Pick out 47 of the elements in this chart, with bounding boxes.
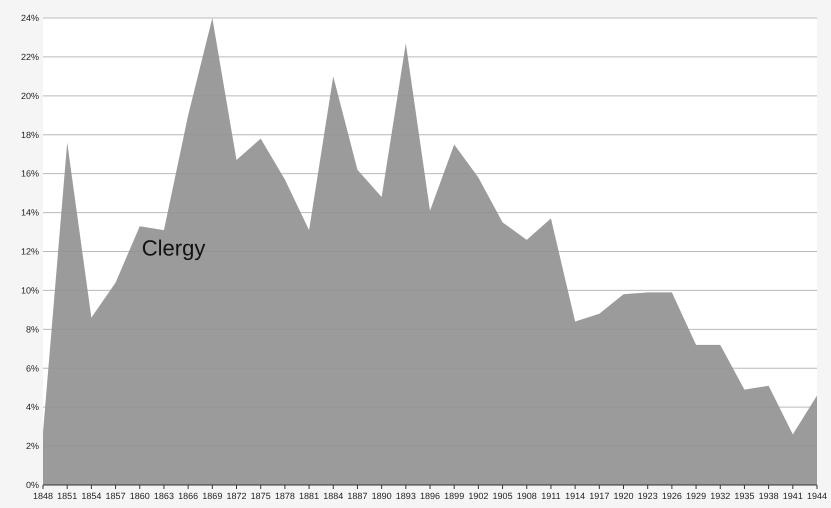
y-tick-label: 20% bbox=[20, 90, 39, 101]
x-tick-label: 1854 bbox=[81, 491, 102, 501]
y-tick-label: 2% bbox=[26, 441, 39, 452]
x-tick-label: 1932 bbox=[710, 491, 730, 501]
x-tick-label: 1863 bbox=[154, 491, 174, 501]
x-tick-label: 1869 bbox=[202, 491, 222, 501]
x-tick-label: 1923 bbox=[638, 491, 658, 501]
x-tick-label: 1941 bbox=[782, 491, 803, 501]
x-tick-label: 1857 bbox=[106, 491, 126, 501]
y-tick-label: 22% bbox=[20, 52, 39, 62]
x-tick-label: 1914 bbox=[565, 491, 586, 501]
x-tick-label: 1884 bbox=[323, 491, 344, 501]
y-tick-label: 4% bbox=[26, 402, 39, 412]
y-tick-label: 18% bbox=[20, 130, 39, 140]
x-tick-label: 1908 bbox=[516, 491, 537, 501]
x-tick-label: 1935 bbox=[734, 491, 754, 501]
x-tick-label: 1902 bbox=[468, 491, 488, 501]
x-tick-label: 1893 bbox=[396, 491, 416, 501]
x-tick-label: 1848 bbox=[32, 491, 54, 501]
x-tick-label: 1881 bbox=[299, 491, 320, 501]
x-tick-label: 1866 bbox=[178, 491, 198, 501]
y-tick-label: 24% bbox=[20, 13, 39, 23]
x-tick-label: 1944 bbox=[806, 491, 828, 501]
y-tick-label: 8% bbox=[26, 324, 39, 334]
series-label: Clergy bbox=[142, 236, 206, 260]
x-tick-label: 1878 bbox=[274, 491, 295, 501]
x-tick-label: 1929 bbox=[686, 491, 706, 501]
y-tick-label: 14% bbox=[20, 208, 39, 218]
y-tick-label: 0% bbox=[26, 480, 39, 490]
x-tick-label: 1926 bbox=[662, 491, 682, 501]
x-tick-label: 1875 bbox=[250, 491, 271, 501]
x-tick-label: 1851 bbox=[57, 491, 78, 501]
x-tick-label: 1920 bbox=[613, 491, 634, 501]
y-tick-label: 12% bbox=[20, 246, 39, 256]
x-tick-label: 1896 bbox=[420, 491, 440, 501]
x-tick-label: 1860 bbox=[130, 491, 150, 501]
y-tick-label: 16% bbox=[20, 168, 39, 179]
x-tick-label: 1905 bbox=[492, 491, 513, 501]
x-tick-label: 1938 bbox=[758, 491, 779, 501]
x-tick-label: 1899 bbox=[444, 491, 464, 501]
x-tick-label: 1872 bbox=[226, 491, 247, 501]
x-tick-label: 1911 bbox=[541, 491, 561, 501]
x-tick-label: 1917 bbox=[589, 491, 610, 501]
y-tick-label: 10% bbox=[20, 285, 39, 296]
x-tick-label: 1887 bbox=[347, 491, 368, 501]
y-tick-label: 6% bbox=[26, 363, 39, 374]
x-tick-label: 1890 bbox=[372, 491, 392, 501]
